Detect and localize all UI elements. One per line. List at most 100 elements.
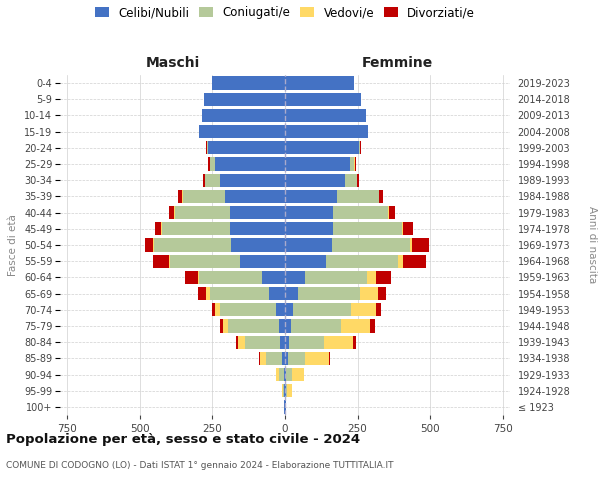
Bar: [337, 190, 379, 203]
Bar: [326, 254, 398, 268]
Bar: [220, 174, 285, 187]
Bar: [285, 270, 305, 284]
Bar: [198, 287, 206, 300]
Bar: [350, 303, 376, 316]
Bar: [285, 141, 359, 154]
Bar: [220, 303, 276, 316]
Bar: [379, 190, 383, 203]
Bar: [154, 238, 231, 252]
Bar: [169, 254, 170, 268]
Text: Popolazione per età, sesso e stato civile - 2024: Popolazione per età, sesso e stato civil…: [6, 432, 360, 446]
Bar: [155, 222, 161, 235]
Bar: [376, 270, 391, 284]
Bar: [175, 206, 230, 220]
Bar: [202, 109, 285, 122]
Bar: [262, 270, 285, 284]
Bar: [285, 238, 332, 252]
Text: Femmine: Femmine: [362, 56, 433, 70]
Bar: [284, 368, 285, 381]
Bar: [161, 222, 230, 235]
Bar: [210, 158, 215, 170]
Bar: [359, 141, 360, 154]
Bar: [289, 336, 323, 349]
Bar: [357, 174, 359, 187]
Bar: [333, 222, 402, 235]
Bar: [286, 384, 287, 398]
Bar: [285, 158, 350, 170]
Bar: [359, 287, 377, 300]
Bar: [403, 222, 413, 235]
Bar: [398, 254, 403, 268]
Bar: [153, 254, 169, 268]
Bar: [282, 352, 285, 365]
Bar: [279, 368, 284, 381]
Bar: [285, 174, 344, 187]
Bar: [259, 352, 260, 365]
Bar: [285, 336, 289, 349]
Bar: [208, 141, 285, 154]
Bar: [285, 368, 286, 381]
Bar: [278, 320, 285, 332]
Bar: [212, 76, 285, 90]
Bar: [285, 109, 366, 122]
Bar: [323, 336, 353, 349]
Bar: [203, 174, 205, 187]
Bar: [285, 206, 333, 220]
Bar: [238, 336, 245, 349]
Bar: [145, 238, 154, 252]
Bar: [215, 303, 220, 316]
Bar: [280, 336, 285, 349]
Bar: [208, 158, 209, 170]
Bar: [206, 287, 209, 300]
Bar: [341, 320, 370, 332]
Bar: [170, 254, 240, 268]
Bar: [283, 384, 284, 398]
Bar: [285, 320, 291, 332]
Bar: [305, 270, 367, 284]
Bar: [284, 384, 285, 398]
Bar: [293, 303, 350, 316]
Bar: [185, 270, 198, 284]
Bar: [198, 270, 199, 284]
Bar: [260, 352, 266, 365]
Bar: [412, 238, 429, 252]
Bar: [285, 384, 286, 398]
Bar: [298, 287, 359, 300]
Bar: [292, 368, 304, 381]
Bar: [388, 206, 389, 220]
Bar: [377, 287, 386, 300]
Bar: [403, 254, 425, 268]
Legend: Celibi/Nubili, Coniugati/e, Vedovi/e, Divorziati/e: Celibi/Nubili, Coniugati/e, Vedovi/e, Di…: [95, 6, 475, 19]
Bar: [332, 238, 410, 252]
Bar: [199, 270, 262, 284]
Bar: [212, 303, 215, 316]
Bar: [245, 336, 280, 349]
Bar: [205, 174, 220, 187]
Bar: [285, 287, 298, 300]
Bar: [389, 206, 395, 220]
Bar: [240, 254, 285, 268]
Bar: [276, 368, 279, 381]
Bar: [410, 238, 412, 252]
Bar: [285, 92, 361, 106]
Bar: [231, 238, 285, 252]
Bar: [285, 254, 326, 268]
Bar: [285, 76, 354, 90]
Bar: [276, 303, 285, 316]
Bar: [199, 125, 285, 138]
Bar: [350, 158, 355, 170]
Bar: [376, 303, 382, 316]
Bar: [333, 206, 388, 220]
Bar: [287, 384, 292, 398]
Text: COMUNE DI CODOGNO (LO) - Dati ISTAT 1° gennaio 2024 - Elaborazione TUTTITALIA.IT: COMUNE DI CODOGNO (LO) - Dati ISTAT 1° g…: [6, 460, 394, 469]
Bar: [236, 336, 238, 349]
Bar: [329, 352, 330, 365]
Bar: [344, 174, 357, 187]
Bar: [215, 158, 285, 170]
Bar: [285, 352, 288, 365]
Bar: [291, 320, 341, 332]
Bar: [182, 190, 226, 203]
Text: Anni di nascita: Anni di nascita: [587, 206, 597, 284]
Bar: [367, 270, 376, 284]
Bar: [209, 287, 269, 300]
